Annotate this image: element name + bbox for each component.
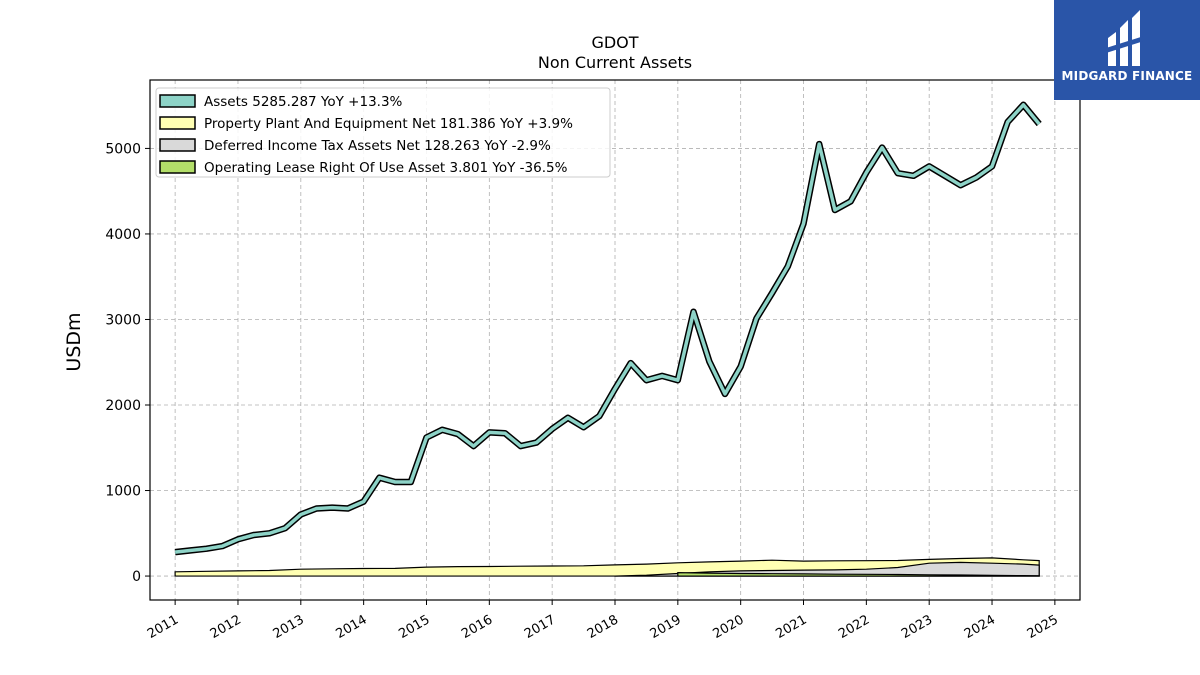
x-tick-label-2013: 2013 <box>271 612 307 642</box>
logo-text: MIDGARD FINANCE <box>1061 69 1193 83</box>
midgard-logo-icon <box>1106 10 1144 66</box>
x-tick-label-2015: 2015 <box>396 612 432 642</box>
series-layer <box>174 101 1042 577</box>
series-line-assets <box>174 103 1041 554</box>
x-tick-label-2012: 2012 <box>208 612 244 642</box>
legend: Assets 5285.287 YoY +13.3% Property Plant… <box>155 87 611 178</box>
chart-subtitle: Non Current Assets <box>538 53 692 72</box>
y-tick-label-2000: 2000 <box>105 398 141 414</box>
brand-logo: MIDGARD FINANCE <box>1054 0 1200 100</box>
x-tick-label-2018: 2018 <box>585 612 621 642</box>
legend-swatch-1 <box>159 116 196 130</box>
x-tick-label-2021: 2021 <box>773 612 809 642</box>
legend-label-0: Assets 5285.287 YoY +13.3% <box>204 94 403 110</box>
legend-swatch-0 <box>159 94 196 108</box>
y-tick-label-4000: 4000 <box>105 227 141 243</box>
y-tick-label-1000: 1000 <box>105 484 141 500</box>
y-tick-label-0: 0 <box>132 569 141 585</box>
x-tick-label-2019: 2019 <box>648 612 684 642</box>
series-area-3 <box>677 571 1040 577</box>
y-tick-label-3000: 3000 <box>105 312 141 328</box>
legend-swatch-2 <box>159 138 196 152</box>
y-tick-label-5000: 5000 <box>105 141 141 157</box>
x-tick-label-2024: 2024 <box>962 612 998 642</box>
x-tick-label-2023: 2023 <box>899 612 935 642</box>
legend-box <box>155 87 611 178</box>
chart-title: GDOT <box>591 33 638 52</box>
x-tick-label-2020: 2020 <box>711 612 747 642</box>
x-tick-label-2025: 2025 <box>1025 612 1061 642</box>
legend-label-2: Deferred Income Tax Assets Net 128.263 Y… <box>204 138 551 154</box>
legend-label-1: Property Plant And Equipment Net 181.386… <box>204 116 573 132</box>
x-tick-label-2017: 2017 <box>522 612 558 642</box>
x-tick-label-2016: 2016 <box>459 612 495 642</box>
x-tick-label-2011: 2011 <box>145 612 181 642</box>
y-axis-label: USDm <box>63 312 85 371</box>
legend-swatch-3 <box>159 160 196 174</box>
legend-label-3: Operating Lease Right Of Use Asset 3.801… <box>204 160 568 176</box>
x-tick-label-2022: 2022 <box>836 612 872 642</box>
x-tick-label-2014: 2014 <box>333 612 369 642</box>
